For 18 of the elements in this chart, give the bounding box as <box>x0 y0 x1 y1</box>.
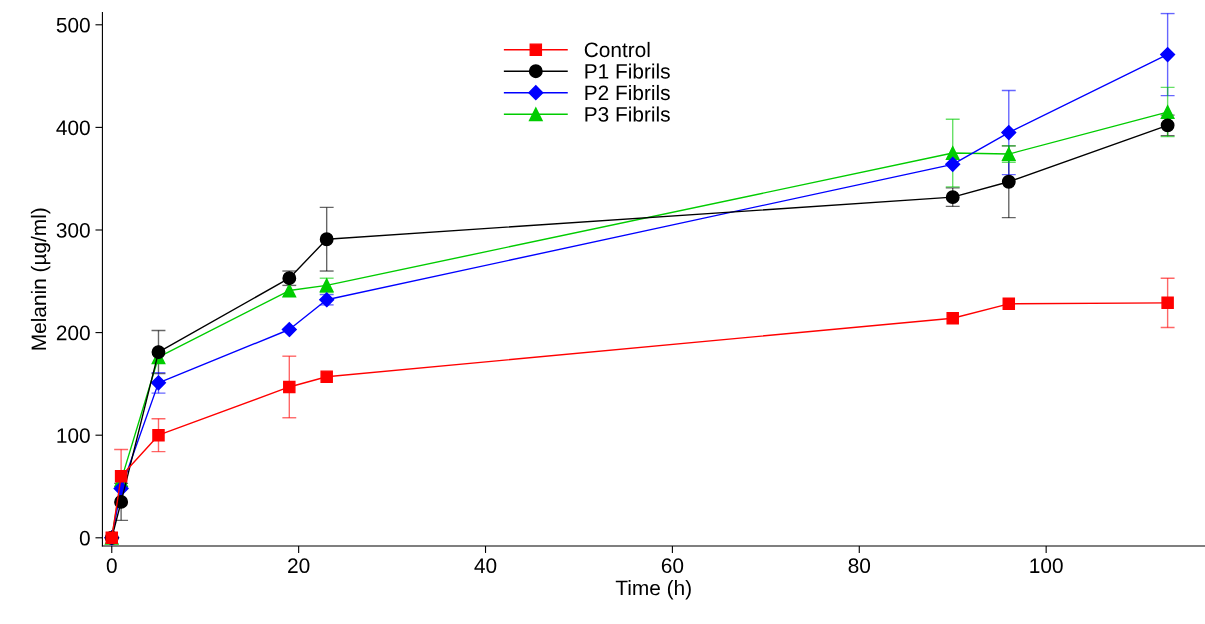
x-tick-label: 20 <box>288 558 310 574</box>
y-tick-label: 100 <box>57 428 90 443</box>
legend-label: P2 Fibrils <box>585 84 670 101</box>
y-tick-label: 0 <box>79 530 90 546</box>
x-tick-label: 40 <box>474 558 497 574</box>
x-tick-label: 100 <box>1030 558 1063 574</box>
y-tick-label: 200 <box>56 325 90 341</box>
x-axis-title: Time (h) <box>615 580 691 600</box>
x-tick-label: 80 <box>848 558 871 574</box>
legend-label: P3 Fibrils <box>585 106 670 122</box>
x-tick-label: 60 <box>661 558 684 574</box>
legend-label: Control <box>584 41 650 58</box>
y-axis-title: Melanin (µg/ml) <box>30 208 51 350</box>
y-tick-label: 400 <box>56 120 90 136</box>
y-tick-label: 500 <box>56 17 90 33</box>
legend-label: P1 Fibrils <box>585 63 670 79</box>
y-tick-label: 300 <box>56 222 90 238</box>
x-tick-label: 0 <box>106 558 117 574</box>
